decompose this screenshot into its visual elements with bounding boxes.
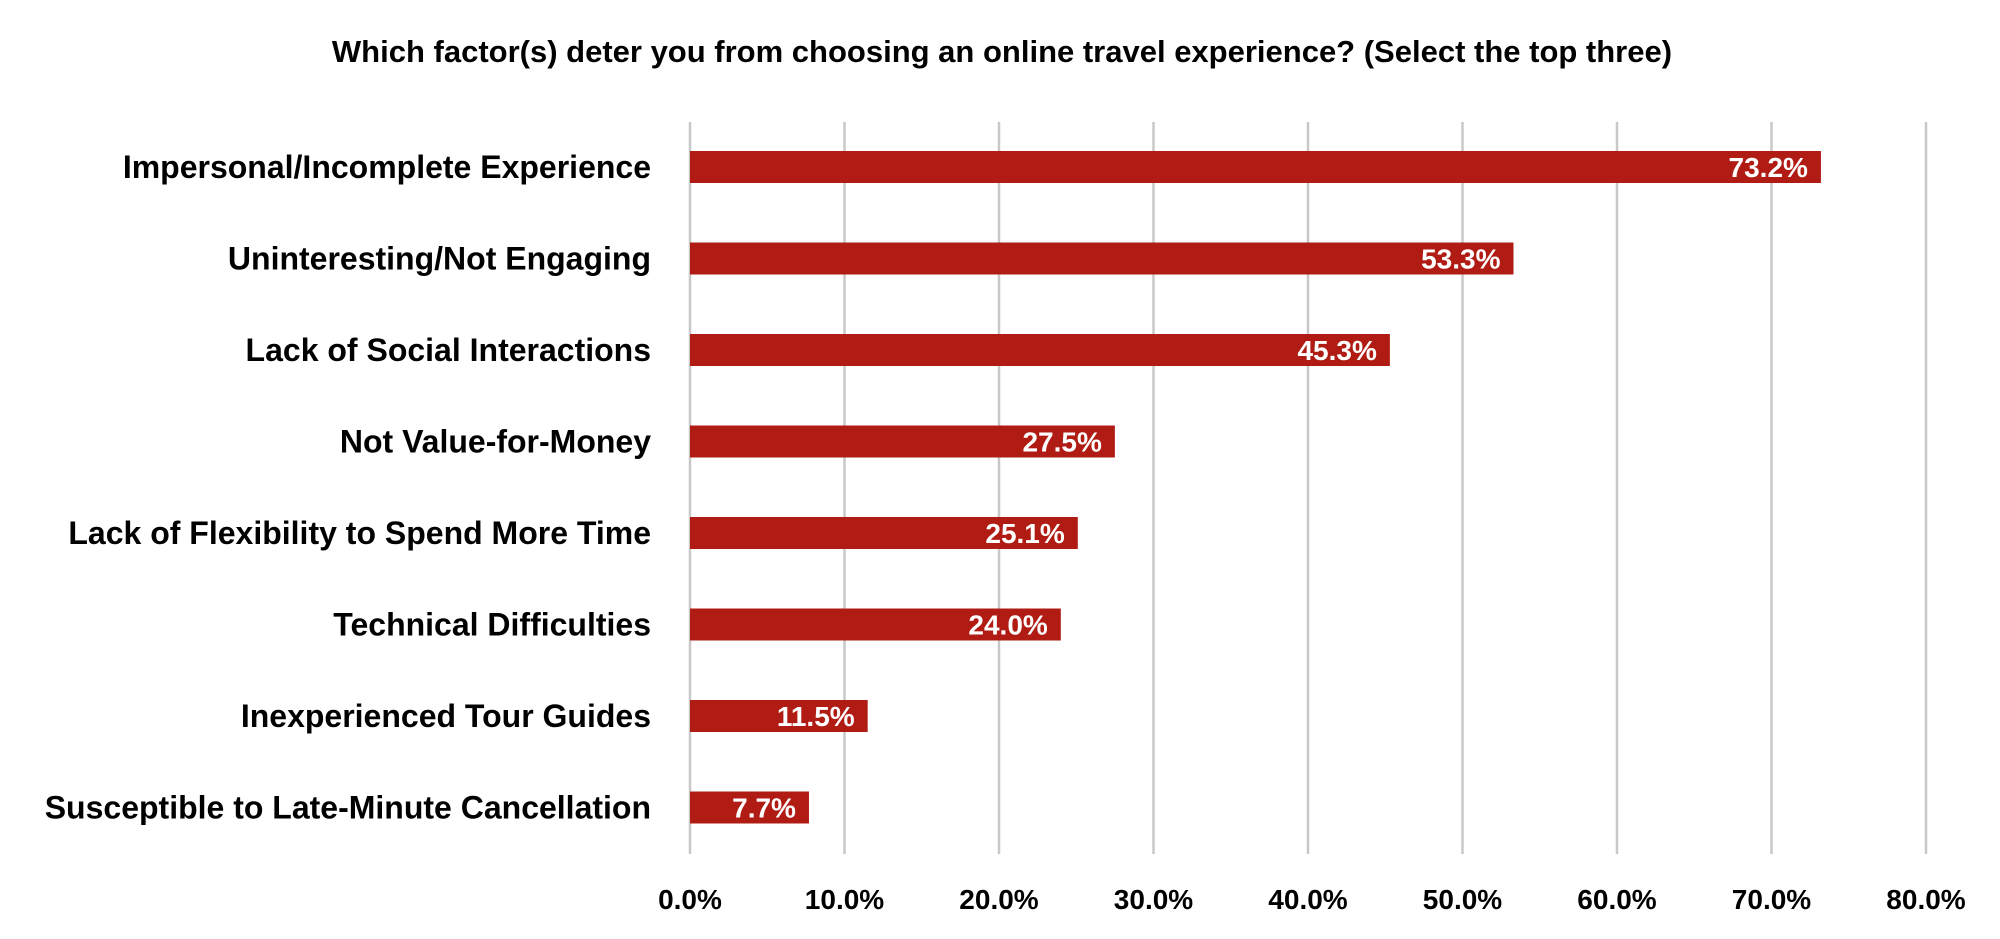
data-label: 25.1% <box>985 518 1064 549</box>
bar <box>690 334 1390 366</box>
bar <box>690 700 868 732</box>
data-label: 53.3% <box>1421 244 1500 275</box>
bar <box>690 791 809 824</box>
x-tick-label: 60.0% <box>1577 884 1656 915</box>
category-label: Lack of Flexibility to Spend More Time <box>68 515 651 551</box>
category-label: Lack of Social Interactions <box>246 332 651 368</box>
bar <box>690 151 1821 183</box>
data-label: 27.5% <box>1022 427 1101 458</box>
data-label: 73.2% <box>1729 152 1808 183</box>
bar <box>690 608 1061 641</box>
x-tick-label: 40.0% <box>1268 884 1347 915</box>
bars <box>690 151 1821 824</box>
x-tick-label: 20.0% <box>959 884 1038 915</box>
category-label: Uninteresting/Not Engaging <box>228 241 651 277</box>
data-label: 45.3% <box>1297 335 1376 366</box>
category-label: Technical Difficulties <box>333 607 651 643</box>
bar <box>690 517 1078 549</box>
x-tick-label: 10.0% <box>805 884 884 915</box>
chart-title: Which factor(s) deter you from choosing … <box>332 34 1672 69</box>
x-tick-label: 50.0% <box>1423 884 1502 915</box>
data-label: 11.5% <box>777 701 855 732</box>
category-label: Inexperienced Tour Guides <box>241 698 651 734</box>
category-labels: Impersonal/Incomplete Experience Unintere… <box>45 149 652 826</box>
category-label: Not Value-for-Money <box>340 424 651 460</box>
x-tick-label: 80.0% <box>1886 884 1965 915</box>
bar <box>690 242 1514 275</box>
gridlines <box>688 122 1928 854</box>
x-tick-labels: 0.0% 10.0% 20.0% 30.0% 40.0% 50.0% 60.0% 70.0% 8… <box>658 884 1966 915</box>
x-tick-label: 30.0% <box>1114 884 1193 915</box>
category-label: Susceptible to Late-Minute Cancellation <box>45 790 651 826</box>
x-tick-label: 70.0% <box>1732 884 1811 915</box>
bar <box>690 425 1115 458</box>
data-label: 7.7% <box>732 793 796 824</box>
x-tick-label: 0.0% <box>658 884 722 915</box>
data-label: 24.0% <box>968 610 1047 641</box>
category-label: Impersonal/Incomplete Experience <box>123 149 651 185</box>
data-labels: 73.2% 53.3% 45.3% 27.5% 25.1% 24.0% 11.5% 7.7% <box>732 152 1808 824</box>
